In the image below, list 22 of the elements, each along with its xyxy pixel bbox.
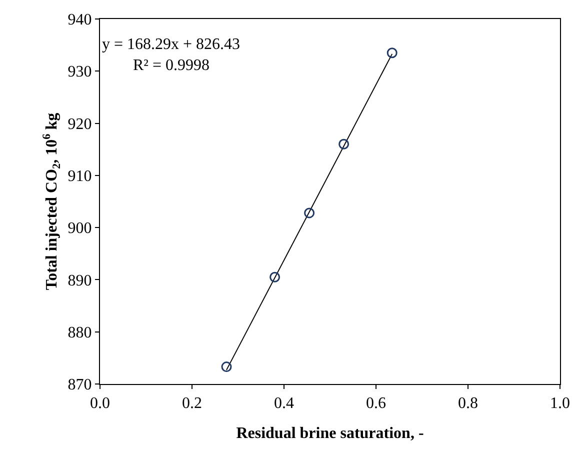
point [338, 138, 350, 150]
point [221, 362, 232, 372]
y-tick-label: 880 [68, 324, 92, 342]
x-tick-label: 0.4 [274, 395, 294, 412]
y-tick-label: 890 [68, 272, 92, 290]
point [304, 208, 315, 218]
x-axis-title: Residual brine saturation, - [236, 424, 424, 442]
point [386, 48, 398, 58]
y-tick-label: 900 [68, 220, 92, 238]
y-tick-label: 930 [68, 64, 92, 81]
x-tick-label: 0.0 [90, 395, 110, 412]
y-tick-label: 920 [68, 116, 92, 133]
y-tick-label: 910 [68, 168, 92, 186]
x-tick-label: 1.0 [550, 395, 570, 412]
annotation: R² = 0.9998 [133, 57, 210, 74]
x-tick-label: 0.6 [366, 395, 386, 412]
annotation: y = 168.29x + 826.43 [102, 36, 240, 53]
x-tick-label: 0.8 [458, 395, 478, 412]
y-tick-label: 940 [68, 12, 92, 29]
point [270, 272, 280, 282]
y-tick-label: 870 [68, 376, 92, 394]
x-tick-label: 0.2 [182, 395, 202, 412]
